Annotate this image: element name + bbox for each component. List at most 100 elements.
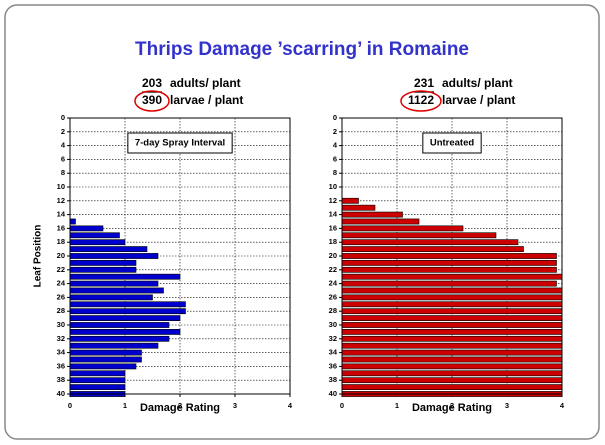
bar xyxy=(341,273,563,280)
bar xyxy=(341,253,557,259)
y-tick-label: 20 xyxy=(57,251,65,260)
adults-label: adults/ plant xyxy=(170,76,241,90)
y-tick-label: 12 xyxy=(57,196,65,205)
bar xyxy=(69,225,104,232)
bar xyxy=(69,260,137,266)
x-tick-label: 0 xyxy=(340,401,344,410)
y-tick-label: 16 xyxy=(329,223,337,232)
y-tick-label: 40 xyxy=(329,389,337,398)
y-tick-label: 0 xyxy=(61,113,65,122)
bar xyxy=(69,253,159,259)
y-tick-label: 38 xyxy=(57,375,65,384)
bar xyxy=(69,363,137,370)
y-tick-label: 28 xyxy=(57,306,65,315)
bar xyxy=(341,218,420,225)
bar xyxy=(69,246,148,252)
y-tick-label: 4 xyxy=(61,141,66,150)
y-tick-label: 20 xyxy=(329,251,337,260)
bar xyxy=(341,246,524,252)
x-tick-label: 0 xyxy=(68,401,72,410)
y-tick-label: 14 xyxy=(329,210,338,219)
bar xyxy=(69,280,159,287)
panel-label: 7-day Spray Interval xyxy=(135,138,225,149)
bar xyxy=(341,211,403,218)
bar xyxy=(341,329,563,335)
y-tick-label: 36 xyxy=(57,361,65,370)
y-tick-label: 22 xyxy=(329,265,337,274)
bar xyxy=(341,232,497,239)
bar xyxy=(69,232,120,239)
y-tick-label: 14 xyxy=(57,210,66,219)
y-tick-label: 10 xyxy=(329,182,337,191)
plot-frame xyxy=(341,117,563,395)
bar xyxy=(341,301,563,308)
y-tick-label: 0 xyxy=(333,113,337,122)
x-tick-label: 1 xyxy=(395,401,399,410)
y-tick-label: 18 xyxy=(57,237,65,246)
bar xyxy=(69,377,126,384)
y-tick-label: 22 xyxy=(57,265,65,274)
bar xyxy=(69,239,126,246)
bar xyxy=(341,363,563,370)
bar xyxy=(69,301,186,308)
y-tick-label: 34 xyxy=(57,348,66,357)
y-tick-label: 30 xyxy=(329,320,337,329)
bar xyxy=(69,266,137,273)
x-tick-label: 3 xyxy=(505,401,509,410)
y-tick-label: 40 xyxy=(57,389,65,398)
bar xyxy=(341,315,563,321)
y-tick-label: 32 xyxy=(57,334,65,343)
bar xyxy=(69,349,142,356)
larvae-label: larvae / plant xyxy=(442,93,515,107)
bar xyxy=(341,294,563,301)
y-tick-label: 6 xyxy=(333,154,337,163)
y-tick-label: 2 xyxy=(333,127,337,136)
bar xyxy=(69,218,76,225)
highlight-circle xyxy=(134,90,170,112)
y-tick-label: 12 xyxy=(329,196,337,205)
y-tick-label: 30 xyxy=(57,320,65,329)
bar xyxy=(69,329,181,335)
x-tick-label: 4 xyxy=(560,401,565,410)
bar xyxy=(69,342,159,349)
bar xyxy=(341,377,563,384)
bar xyxy=(69,273,181,280)
adults-count: 203 xyxy=(142,76,162,90)
bar xyxy=(341,308,563,315)
y-tick-label: 2 xyxy=(61,127,65,136)
y-tick-label: 36 xyxy=(329,361,337,370)
bar xyxy=(341,204,376,211)
y-tick-label: 8 xyxy=(333,168,337,177)
y-tick-label: 16 xyxy=(57,223,65,232)
slide-title: Thrips Damage ’scarring’ in Romaine xyxy=(135,39,469,60)
y-tick-label: 32 xyxy=(329,334,337,343)
bar xyxy=(69,315,181,321)
bar xyxy=(341,280,557,287)
bar xyxy=(341,225,464,232)
x-tick-label: 4 xyxy=(288,401,293,410)
bar xyxy=(69,370,126,377)
panel-label-box xyxy=(127,132,233,154)
y-tick-label: 38 xyxy=(329,375,337,384)
x-axis-label: Damage Rating xyxy=(140,402,220,414)
y-tick-label: 4 xyxy=(333,141,338,150)
y-tick-label: 26 xyxy=(57,292,65,301)
bar xyxy=(69,384,126,390)
panel-label: Untreated xyxy=(430,138,475,149)
bar xyxy=(341,349,563,356)
x-tick-label: 2 xyxy=(450,401,454,410)
bar xyxy=(341,266,557,273)
bar xyxy=(341,197,359,204)
bar xyxy=(341,335,563,342)
y-tick-label: 28 xyxy=(329,306,337,315)
y-axis-label: Leaf Position xyxy=(33,225,44,288)
larvae-count: 1122 xyxy=(408,93,434,107)
y-tick-label: 10 xyxy=(57,182,65,191)
bar xyxy=(341,287,563,294)
bar xyxy=(341,239,519,246)
bar xyxy=(69,287,164,294)
bar xyxy=(69,294,153,301)
adults-count: 231 xyxy=(414,76,434,90)
y-tick-label: 18 xyxy=(329,237,337,246)
